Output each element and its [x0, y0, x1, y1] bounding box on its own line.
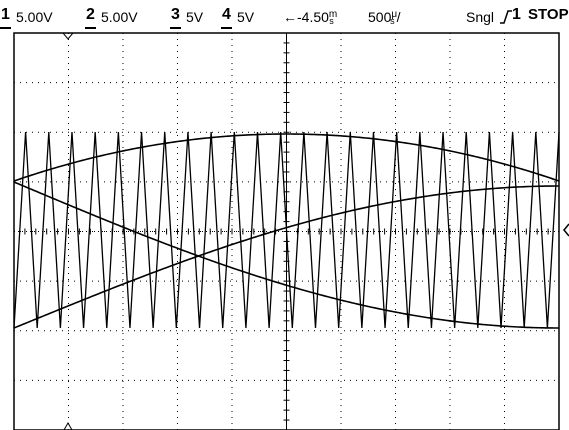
channel-2-number: 2 [86, 6, 95, 23]
sine-trace-falling [13, 181, 559, 329]
triangle-wave-trace [13, 131, 560, 329]
channel-3-number: 3 [171, 6, 180, 23]
channel-2-underline [85, 27, 96, 29]
sine-trace-upper [13, 133, 560, 182]
rising-edge-icon [500, 10, 512, 24]
timebase-unit: μ [391, 9, 398, 20]
channel-4-number: 4 [222, 6, 231, 23]
trigger-source: 1 [512, 6, 521, 23]
timebase-value: 500 [368, 9, 392, 25]
delay-unit-sub: s [329, 16, 334, 26]
channel-1-number: 1 [1, 6, 10, 23]
channel-3-scale: 5V [186, 9, 204, 25]
ground-reference-marker [563, 223, 569, 237]
channel-4-underline [221, 27, 232, 29]
status-bar: 1 5.00V 2 5.00V 3 5V 4 5V ←-4.50ms 500μs… [0, 0, 569, 29]
trigger-position-marker [62, 32, 74, 40]
traces [13, 131, 560, 329]
channel-1-underline [0, 27, 11, 29]
timebase-readout: 500μs / [368, 9, 406, 28]
markers [62, 32, 569, 430]
run-state: STOP [528, 6, 569, 23]
channel-1-scale: 5.00V [16, 9, 53, 25]
bottom-reference-marker [63, 421, 73, 430]
sine-trace-rising [13, 185, 559, 329]
delay-value: ←-4.50 [283, 9, 329, 25]
timebase-slash: / [396, 9, 401, 25]
timebase-unit-sub: s [390, 16, 395, 26]
channel-4-scale: 5V [237, 9, 255, 25]
delay-readout: ←-4.50ms [283, 9, 342, 28]
trigger-mode: Sngl [466, 9, 495, 25]
channel-2-scale: 5.00V [101, 9, 138, 25]
channel-3-underline [170, 27, 181, 29]
delay-unit: m [328, 9, 338, 20]
